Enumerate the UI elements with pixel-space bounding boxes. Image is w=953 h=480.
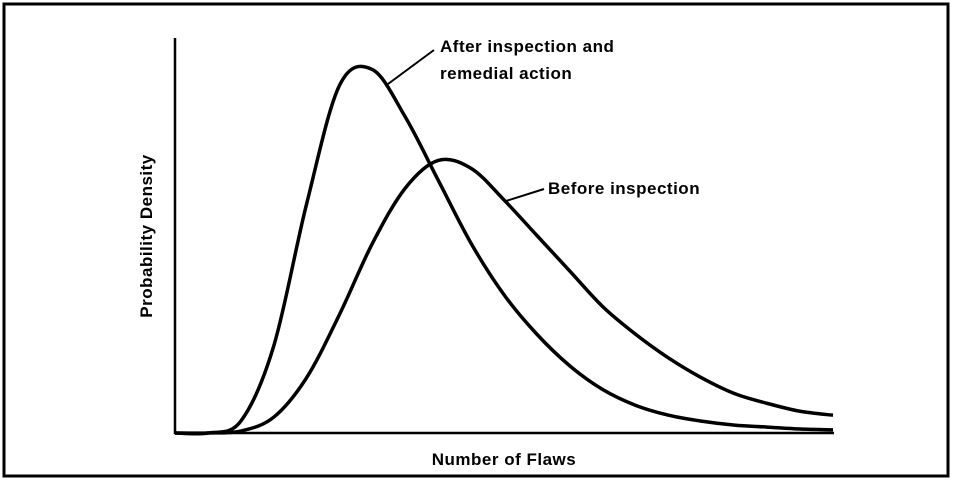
series-label: Before inspection	[548, 179, 700, 198]
leader-line	[505, 188, 545, 202]
series-label: After inspection and remedial action	[440, 37, 614, 83]
leader-line	[387, 49, 435, 85]
series-line	[174, 157, 834, 435]
x-axis-label: Number of Flaws	[432, 450, 576, 469]
y-axis-label: Probability Density	[137, 154, 156, 318]
series-line	[174, 64, 834, 436]
